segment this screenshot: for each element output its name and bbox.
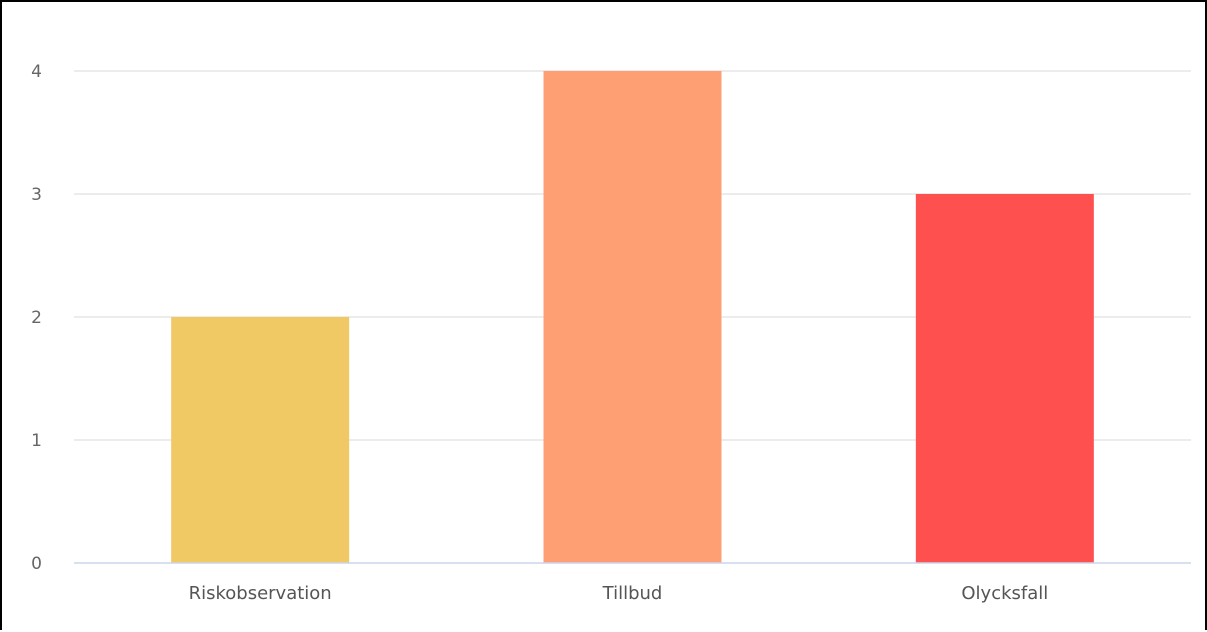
- bar-tillbud[interactable]: [543, 71, 722, 563]
- y-tick-label: 0: [31, 554, 42, 574]
- y-tick-label: 1: [31, 431, 42, 451]
- x-category-label: Riskobservation: [189, 583, 332, 604]
- y-tick-label: 4: [31, 62, 42, 82]
- x-category-label: Olycksfall: [961, 583, 1048, 604]
- bar-riskobservation[interactable]: [171, 317, 350, 563]
- x-category-label: Tillbud: [602, 583, 663, 604]
- bars-layer: [171, 71, 1094, 563]
- y-tick-label: 2: [31, 308, 42, 328]
- y-tick-label: 3: [31, 185, 42, 205]
- bar-olycksfall[interactable]: [915, 194, 1094, 563]
- labels-layer: 0 1 2 3 4 Riskobservation Tillbud Olycksfall: [31, 62, 1048, 604]
